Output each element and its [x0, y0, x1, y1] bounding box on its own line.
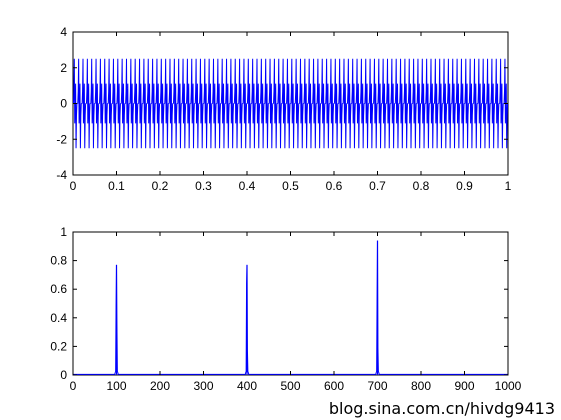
spectrum-axes: 0 100 200 300 400 500 600 700 800 900 1000 0 0.2 0.4…: [50, 225, 521, 393]
signal-y-tick-label: 4: [60, 25, 67, 39]
spectrum-x-tick-label: 300: [193, 379, 213, 393]
signal-y-ticks: -4 -2 0 2 4: [56, 25, 508, 182]
signal-x-tick-label: 0.1: [108, 179, 125, 193]
spectrum-x-tick-label: 800: [411, 379, 431, 393]
spectrum-x-tick-label: 900: [454, 379, 474, 393]
signal-y-tick-label: -4: [56, 168, 67, 182]
spectrum-x-ticks: 0 100 200 300 400 500 600 700 800 900 1000: [70, 232, 522, 393]
signal-x-ticks: 0 0.1 0.2 0.3 0.4 0.5 0.6 0.7 0.8 0.9 1: [70, 32, 512, 193]
spectrum-x-tick-label: 500: [280, 379, 300, 393]
spectrum-x-tick-label: 200: [150, 379, 170, 393]
signal-x-tick-label: 1: [505, 179, 512, 193]
spectrum-x-tick-label: 1000: [495, 379, 522, 393]
signal-x-tick-label: 0.7: [369, 179, 386, 193]
spectrum-y-tick-label: 1: [60, 225, 67, 239]
signal-x-tick-label: 0: [70, 179, 77, 193]
signal-x-tick-label: 0.8: [413, 179, 430, 193]
signal-y-tick-label: 2: [60, 61, 67, 75]
spectrum-axes-box: [72, 231, 509, 376]
spectrum-y-tick-label: 0.8: [50, 254, 67, 268]
signal-x-tick-label: 0.6: [326, 179, 343, 193]
spectrum-x-tick-label: 600: [324, 379, 344, 393]
spectrum-x-tick-label: 0: [70, 379, 77, 393]
spectrum-y-tick-label: 0.4: [50, 311, 67, 325]
spectrum-y-tick-label: 0.6: [50, 282, 67, 296]
spectrum-y-ticks: 0 0.2 0.4 0.6 0.8 1: [50, 225, 508, 382]
signal-x-tick-label: 0.9: [456, 179, 473, 193]
signal-y-tick-label: 0: [60, 97, 67, 111]
spectrum-y-tick-label: 0: [60, 368, 67, 382]
spectrum-x-tick-label: 400: [237, 379, 257, 393]
watermark: blog.sina.com.cn/hivdg9413: [328, 399, 555, 418]
signal-x-tick-label: 0.3: [195, 179, 212, 193]
spectrum-x-tick-label: 100: [106, 379, 126, 393]
signal-y-tick-label: -2: [56, 132, 67, 146]
signal-x-tick-label: 0.2: [152, 179, 169, 193]
signal-axes: 0 0.1 0.2 0.3 0.4 0.5 0.6 0.7 0.8 0.9 1 -4 -2 0 2 4: [56, 25, 511, 193]
spectrum-y-tick-label: 0.2: [50, 339, 67, 353]
signal-series-line: [72, 58, 509, 149]
signal-x-tick-label: 0.4: [239, 179, 256, 193]
signal-x-tick-label: 0.5: [282, 179, 299, 193]
spectrum-x-tick-label: 700: [367, 379, 387, 393]
